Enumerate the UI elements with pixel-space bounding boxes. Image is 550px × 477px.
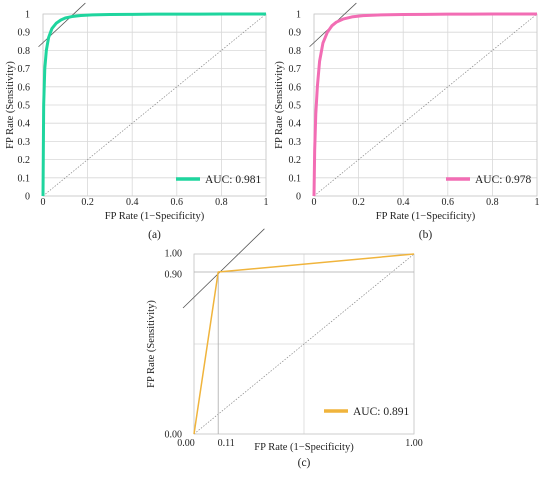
y-tick-label: 0.4 — [289, 119, 302, 130]
y-tick-label: 0.4 — [18, 119, 31, 130]
y-tick-label: 0.6 — [289, 82, 302, 93]
legend-label: AUC: 0.978 — [475, 174, 531, 186]
panel-caption: (b) — [419, 229, 433, 241]
roc-panel-a: 0 0.2 0.4 0.6 0.8 1 0 0.1 0.2 0.3 0.4 0.5 0.6 0.7 0.8 0… — [5, 2, 269, 241]
x-axis-label: FP Rate (1−Specificity) — [376, 211, 476, 222]
y-tick-label: 1 — [25, 10, 30, 21]
roc-panel-c: 0.00 0.11 1.00 0.00 0.90 1.00 FP Rate (1−Speci… — [146, 228, 423, 469]
legend-label: AUC: 0.891 — [353, 406, 409, 418]
y-tick-label: 0.2 — [18, 155, 31, 166]
y-tick-label: 0.5 — [18, 101, 31, 112]
x-axis-label: FP Rate (1−Specificity) — [105, 211, 205, 222]
roc-panel-b: 0 0.2 0.4 0.6 0.8 1 0 0.1 0.2 0.3 0.4 0.5 0.6 0.7 0.8 0… — [274, 2, 540, 241]
y-tick-label: 0.7 — [289, 64, 302, 75]
y-tick-label: 0.3 — [289, 137, 302, 148]
x-axis-label: FP Rate (1−Specificity) — [254, 442, 354, 453]
x-tick-label: 0.8 — [486, 197, 499, 208]
x-tick-label: 0.00 — [177, 438, 195, 449]
y-tick-label: 0 — [296, 192, 301, 203]
y-tick-label: 0.9 — [18, 28, 31, 39]
x-tick-label: 0.8 — [215, 197, 228, 208]
roc-curve — [312, 12, 537, 197]
y-tick-label: 0.2 — [289, 155, 302, 166]
x-tick-label: 0.6 — [171, 197, 184, 208]
y-tick-label: 0.9 — [289, 28, 302, 39]
x-tick-label: 1 — [535, 197, 540, 208]
y-tick-label: 0.5 — [289, 101, 302, 112]
panel-caption: (a) — [148, 229, 161, 241]
y-tick-label: 0.00 — [165, 430, 183, 441]
x-tick-label: 0.4 — [126, 197, 139, 208]
x-tick-label: 1.00 — [405, 438, 423, 449]
y-tick-label: 0.8 — [289, 46, 302, 57]
y-tick-label: 0.8 — [18, 46, 31, 57]
roc-curve — [193, 253, 415, 435]
y-tick-label: 0.6 — [18, 82, 31, 93]
y-axis-label: FP Rate (Sensitivity) — [5, 61, 16, 149]
y-tick-label: 1.00 — [165, 249, 183, 260]
x-tick-label: 0.4 — [397, 197, 410, 208]
x-tick-label: 0 — [41, 197, 46, 208]
y-tick-label: 0.1 — [18, 173, 31, 184]
panel-caption: (c) — [298, 457, 311, 469]
tangent-line — [182, 228, 265, 309]
x-tick-label: 0 — [312, 197, 317, 208]
y-tick-label: 1 — [296, 10, 301, 21]
x-tick-label: 0.11 — [218, 438, 235, 449]
y-axis-label: FP Rate (Sensitivity) — [146, 300, 157, 388]
x-tick-label: 1 — [264, 197, 269, 208]
y-tick-label: 0 — [25, 192, 30, 203]
y-tick-label: 0.3 — [18, 137, 31, 148]
legend-label: AUC: 0.981 — [205, 174, 261, 186]
y-tick-label: 0.90 — [165, 270, 183, 281]
plot-frame — [193, 253, 415, 435]
y-tick-label: 0.1 — [289, 173, 302, 184]
y-axis-label: FP Rate (Sensitivity) — [274, 61, 285, 149]
x-tick-label: 0.6 — [442, 197, 455, 208]
x-tick-label: 0.2 — [81, 197, 94, 208]
roc-curve — [41, 12, 266, 197]
chance-diagonal — [193, 253, 415, 435]
tangent-line — [38, 2, 86, 48]
y-tick-label: 0.7 — [18, 64, 31, 75]
x-tick-label: 0.2 — [352, 197, 365, 208]
